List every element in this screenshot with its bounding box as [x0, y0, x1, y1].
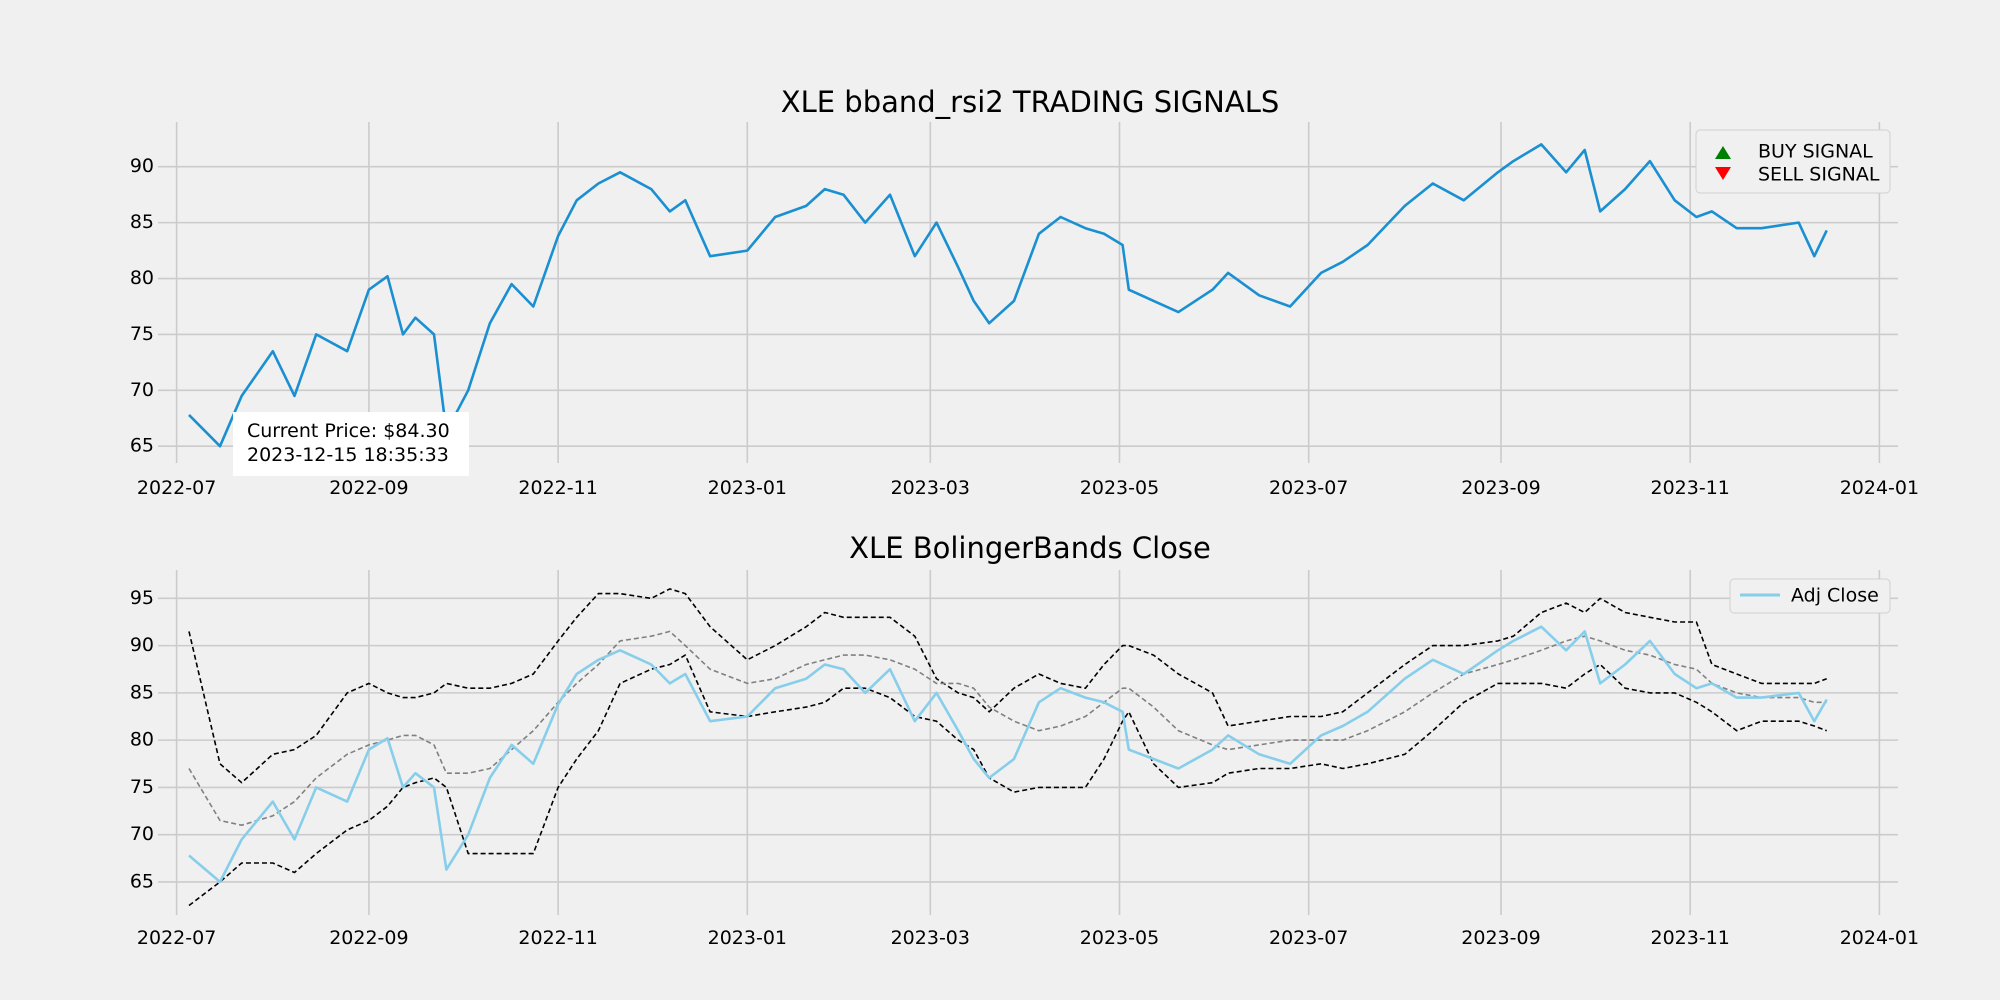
legend-frame [1695, 129, 1891, 194]
y-tick-label: 70 [130, 823, 154, 845]
bollinger-chart-title: XLE BolingerBands Close [849, 531, 1211, 565]
middle-band-line [188, 630, 1827, 826]
y-tick-label: 95 [130, 587, 154, 609]
legend-buy-label: BUY SIGNAL [1758, 141, 1873, 163]
annotation-price: Current Price: $84.30 [247, 420, 450, 442]
x-tick-label: 2023-01 [708, 477, 787, 499]
bollinger-legend[interactable]: Adj Close [1729, 578, 1891, 614]
y-tick-label: 85 [130, 681, 154, 703]
x-tick-label: 2023-11 [1650, 927, 1729, 949]
upper-band-line [188, 588, 1827, 784]
y-tick-label: 80 [130, 267, 154, 289]
x-tick-label: 2023-11 [1650, 477, 1729, 499]
x-tick-label: 2023-07 [1269, 927, 1348, 949]
x-tick-label: 2022-07 [137, 927, 216, 949]
x-tick-label: 2023-03 [891, 477, 970, 499]
x-tick-label: 2024-01 [1840, 927, 1919, 949]
y-tick-label: 70 [130, 379, 154, 401]
adj-close-line [188, 625, 1828, 884]
bollinger-grid [158, 570, 1898, 915]
legend-frame [1729, 578, 1891, 614]
y-tick-label: 65 [130, 435, 154, 457]
x-tick-label: 2023-05 [1080, 477, 1159, 499]
current-price-annotation: Current Price: $84.30 2023-12-15 18:35:3… [233, 412, 469, 476]
x-tick-label: 2022-11 [518, 927, 597, 949]
annotation-timestamp: 2023-12-15 18:35:33 [247, 444, 449, 466]
y-tick-label: 75 [130, 323, 154, 345]
bollinger-series [188, 588, 1828, 907]
bollinger-panel: 2022-07 2022-09 2022-11 2023-01 2023-03 2023-… [130, 531, 1919, 949]
sell-signal-marker-icon [1715, 167, 1731, 180]
x-tick-label: 2023-03 [891, 927, 970, 949]
y-tick-label: 90 [130, 634, 154, 656]
x-tick-label: 2023-05 [1080, 927, 1159, 949]
bollinger-x-tick-labels: 2022-07 2022-09 2022-11 2023-01 2023-03 2023-… [137, 927, 1919, 949]
y-tick-label: 75 [130, 776, 154, 798]
signals-panel: 2022-07 2022-09 2022-11 2023-01 2023-03 2023-… [130, 85, 1919, 499]
y-tick-label: 85 [130, 211, 154, 233]
x-tick-label: 2022-09 [329, 927, 408, 949]
x-tick-label: 2023-01 [708, 927, 787, 949]
signals-x-tick-labels: 2022-07 2022-09 2022-11 2023-01 2023-03 2023-… [137, 477, 1919, 499]
signals-y-tick-labels: 65 70 75 80 85 90 [130, 155, 154, 457]
legend-sell-label: SELL SIGNAL [1758, 164, 1880, 186]
x-tick-label: 2022-07 [137, 477, 216, 499]
signals-legend[interactable]: BUY SIGNAL SELL SIGNAL [1695, 129, 1891, 194]
x-tick-label: 2022-11 [518, 477, 597, 499]
legend-adj-close-label: Adj Close [1791, 585, 1879, 607]
x-tick-label: 2023-09 [1461, 927, 1540, 949]
bollinger-y-tick-labels: 65 70 75 80 85 90 95 [130, 587, 154, 893]
annotation-box [233, 412, 469, 476]
y-tick-label: 90 [130, 155, 154, 177]
y-tick-label: 80 [130, 729, 154, 751]
buy-signal-marker-icon [1715, 146, 1731, 159]
signals-chart-title: XLE bband_rsi2 TRADING SIGNALS [781, 85, 1280, 119]
x-tick-label: 2023-07 [1269, 477, 1348, 499]
x-tick-label: 2023-09 [1461, 477, 1540, 499]
x-tick-label: 2024-01 [1840, 477, 1919, 499]
y-tick-label: 65 [130, 870, 154, 892]
x-tick-label: 2022-09 [329, 477, 408, 499]
